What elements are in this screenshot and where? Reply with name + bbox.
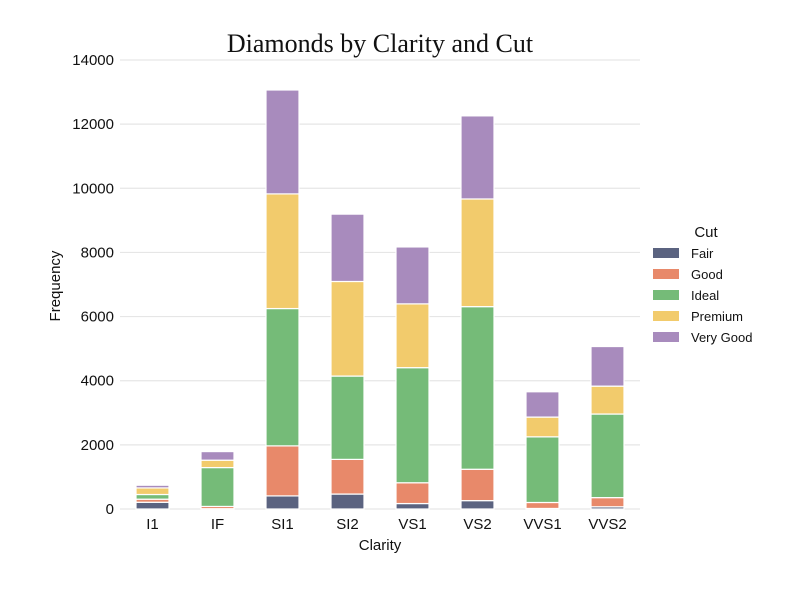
bar-segment bbox=[201, 468, 234, 507]
bar-segment bbox=[396, 368, 429, 483]
bar-segment bbox=[201, 460, 234, 467]
y-tick-label: 6000 bbox=[81, 309, 114, 326]
x-tick-label: SI1 bbox=[271, 516, 294, 533]
bars bbox=[136, 90, 624, 509]
bar-segment bbox=[396, 247, 429, 304]
bar-segment bbox=[526, 417, 559, 437]
y-tick-label: 8000 bbox=[81, 244, 114, 261]
y-tick-label: 0 bbox=[106, 501, 114, 518]
legend-swatch bbox=[653, 332, 679, 342]
bar-segment bbox=[136, 488, 169, 495]
bar-segment bbox=[136, 485, 169, 488]
bar-segment bbox=[396, 304, 429, 368]
bar-segment bbox=[591, 498, 624, 507]
bar-segment bbox=[461, 307, 494, 470]
bar-segment bbox=[331, 214, 364, 281]
x-tick-label: I1 bbox=[146, 516, 159, 533]
bar-segment bbox=[266, 446, 299, 496]
bar-segment bbox=[266, 194, 299, 309]
x-tick-label: IF bbox=[211, 516, 224, 533]
legend-item-label: Ideal bbox=[691, 288, 719, 303]
y-tick-label: 14000 bbox=[72, 52, 114, 69]
bar-segment bbox=[591, 414, 624, 498]
bar-segment bbox=[266, 309, 299, 446]
legend-swatch bbox=[653, 290, 679, 300]
bar-segment bbox=[331, 281, 364, 376]
bar-segment bbox=[331, 494, 364, 509]
legend-item-label: Premium bbox=[691, 309, 743, 324]
bar-segment bbox=[201, 452, 234, 461]
bar-segment bbox=[461, 116, 494, 199]
gridlines bbox=[120, 60, 640, 509]
bar-segment bbox=[266, 496, 299, 509]
bar-segment bbox=[591, 386, 624, 414]
legend-swatch bbox=[653, 269, 679, 279]
bar-segment bbox=[396, 483, 429, 504]
legend-item-label: Very Good bbox=[691, 330, 752, 345]
bar-segment bbox=[461, 501, 494, 509]
y-tick-label: 2000 bbox=[81, 437, 114, 454]
y-tick-label: 12000 bbox=[72, 116, 114, 133]
bar-segment bbox=[331, 376, 364, 459]
x-axis-label: Clarity bbox=[359, 537, 402, 554]
x-tick-label: VVS2 bbox=[588, 516, 626, 533]
x-tick-label: VS2 bbox=[463, 516, 491, 533]
x-tick-label: SI2 bbox=[336, 516, 359, 533]
legend-swatch bbox=[653, 248, 679, 258]
legend-item-label: Fair bbox=[691, 246, 714, 261]
x-tick-label: VVS1 bbox=[523, 516, 561, 533]
bar-segment bbox=[266, 90, 299, 194]
bar-segment bbox=[136, 495, 169, 500]
legend-title: Cut bbox=[694, 224, 718, 241]
bar-segment bbox=[461, 199, 494, 307]
bar-segment bbox=[526, 392, 559, 417]
x-tick-label: VS1 bbox=[398, 516, 426, 533]
y-axis-label: Frequency bbox=[47, 250, 64, 321]
legend: Cut Fair Good Ideal Premium Very Good bbox=[653, 224, 752, 345]
bar-segment bbox=[526, 502, 559, 508]
chart-title: Diamonds by Clarity and Cut bbox=[227, 29, 534, 58]
bar-segment bbox=[136, 502, 169, 509]
bar-segment bbox=[396, 504, 429, 509]
y-axis: 0 2000 4000 6000 8000 10000 12000 14000 bbox=[72, 52, 114, 518]
legend-swatch bbox=[653, 311, 679, 321]
bar-segment bbox=[526, 437, 559, 503]
bar-segment bbox=[331, 459, 364, 494]
bar-segment bbox=[461, 469, 494, 500]
x-axis: I1 IF SI1 SI2 VS1 VS2 VVS1 VVS2 bbox=[146, 516, 626, 533]
bar-segment bbox=[591, 347, 624, 387]
y-tick-label: 10000 bbox=[72, 180, 114, 197]
y-tick-label: 4000 bbox=[81, 373, 114, 390]
legend-item-label: Good bbox=[691, 267, 723, 282]
